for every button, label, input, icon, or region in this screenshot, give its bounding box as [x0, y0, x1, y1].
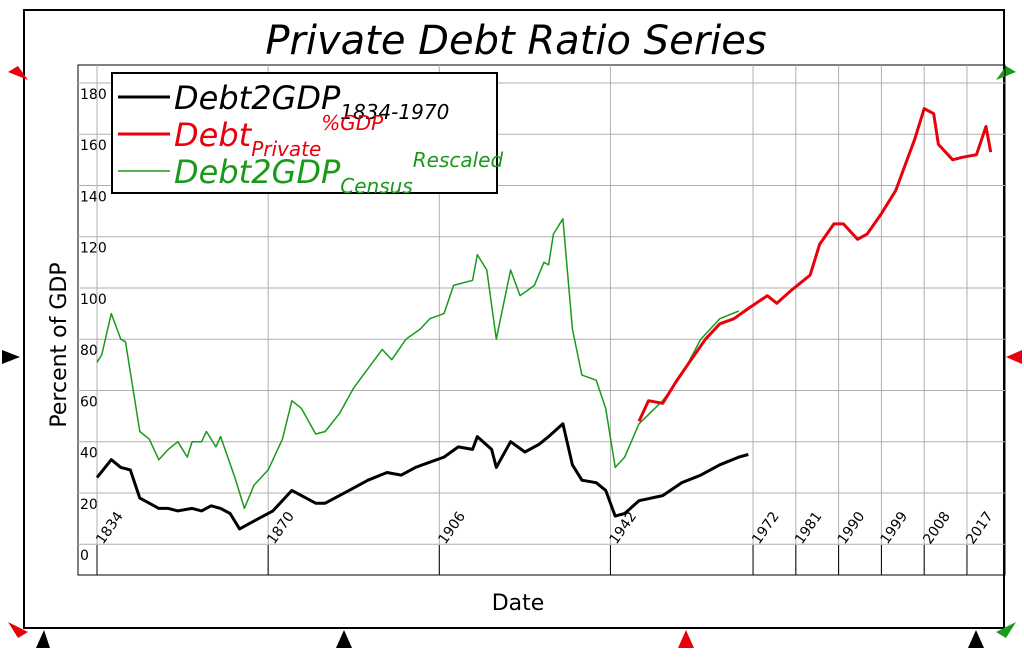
legend-name: Debt2GDP: [174, 79, 341, 117]
x-tick-label: 2008: [920, 509, 954, 547]
legend-sup: Rescaled: [413, 148, 504, 172]
series-line: [96, 218, 740, 510]
x-tick-label: 1834: [93, 509, 127, 547]
x-axis-label: Date: [492, 591, 545, 616]
y-tick-label: 0: [80, 548, 89, 564]
lines: [95, 107, 993, 531]
y-tick-label: 40: [80, 446, 98, 462]
y-tick-label: 120: [80, 241, 107, 257]
legend-label: Debt2GDPCensusRescaled: [174, 148, 503, 198]
y-tick-label: 20: [80, 497, 98, 513]
y-tick-label: 160: [80, 138, 107, 154]
plot-area: [77, 64, 1006, 576]
legend-sub: Private: [251, 137, 321, 161]
legend-box: [111, 72, 498, 194]
x-tick-label: 2017: [963, 509, 997, 547]
x-tick-label: 1990: [835, 509, 869, 547]
legend-label: Debt2GDP1834-1970: [174, 79, 449, 124]
legend-sub: Census: [340, 174, 412, 198]
x-tick-label: 1972: [749, 509, 783, 547]
legend-sup: %GDP: [321, 111, 384, 135]
legend: Debt2GDP1834-1970DebtPrivate%GDPDebt2GDP…: [111, 72, 503, 198]
y-tick-label: 140: [80, 189, 107, 205]
frame-markers: [2, 66, 1022, 648]
series-line: [95, 422, 749, 531]
x-tick-label: 1981: [792, 509, 826, 547]
x-tick-label: 1999: [878, 509, 912, 547]
legend-name: Debt2GDP: [174, 153, 341, 191]
y-tick-label: 180: [80, 87, 107, 103]
x-tick-label: 1906: [435, 509, 469, 547]
y-tick-label: 60: [80, 394, 98, 410]
series-line: [637, 107, 993, 422]
legend-label: DebtPrivate%GDP: [174, 111, 384, 161]
chart-title: Private Debt Ratio Series: [265, 18, 766, 64]
y-tick-label: 100: [80, 292, 107, 308]
legend-sub: 1834-1970: [340, 100, 449, 124]
y-tick-label: 80: [80, 343, 98, 359]
legend-name: Debt: [174, 116, 253, 154]
y-axis-label: Percent of GDP: [47, 262, 72, 427]
x-tick-label: 1870: [264, 509, 298, 547]
